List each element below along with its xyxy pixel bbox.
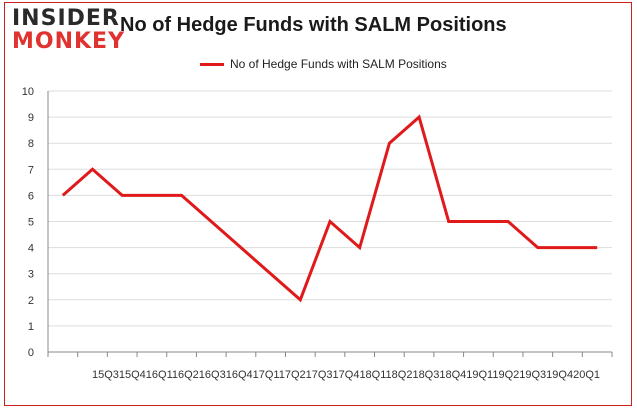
y-tick-label: 2 [28,295,34,307]
y-tick-label: 8 [28,138,34,150]
legend-label: No of Hedge Funds with SALM Positions [230,57,447,71]
y-tick-label: 5 [28,217,34,229]
insider-monkey-logo: INSIDER MONKEY [12,6,126,54]
chart-legend: No of Hedge Funds with SALM Positions [200,56,447,72]
legend-swatch [200,62,224,66]
logo-line2: MONKEY [12,29,126,54]
chart-title: No of Hedge Funds with SALM Positions [120,14,507,36]
y-tick-label: 1 [28,321,34,333]
chart-frame [4,2,632,406]
y-tick-label: 9 [28,112,34,124]
y-tick-label: 4 [28,243,34,255]
x-tick-labels: 15Q315Q416Q116Q216Q316Q417Q117Q217Q317Q4… [92,369,600,381]
logo-line1: INSIDER [12,6,120,31]
y-tick-label: 10 [22,86,34,98]
y-tick-label: 0 [28,347,34,359]
y-tick-label: 3 [28,269,34,281]
y-tick-label: 7 [28,164,34,176]
y-tick-label: 6 [28,190,34,202]
series-line [61,114,598,303]
